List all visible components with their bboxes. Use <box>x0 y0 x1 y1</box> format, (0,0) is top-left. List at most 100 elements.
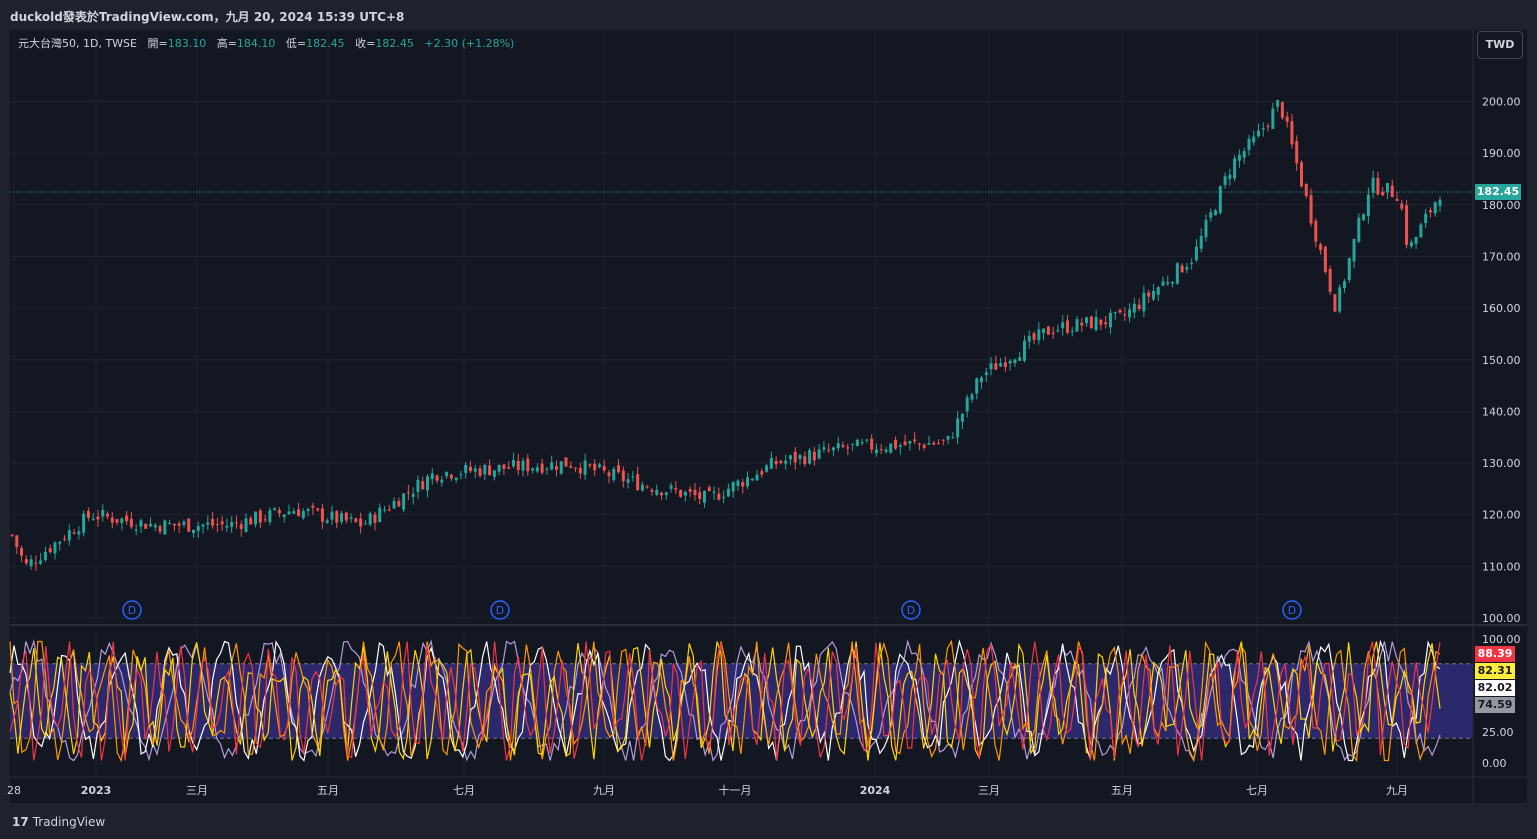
candle-body <box>554 466 558 470</box>
candle-body <box>683 491 687 496</box>
time-tick-label: 28 <box>7 784 21 797</box>
candle-body <box>349 517 353 519</box>
candle-body <box>793 451 797 463</box>
candle-body <box>769 458 773 469</box>
candle-body <box>1419 224 1423 238</box>
candle-body <box>1065 320 1069 333</box>
candle-body <box>965 397 969 412</box>
candle-body <box>1185 267 1189 270</box>
candle-body <box>134 529 138 531</box>
candle-body <box>574 467 578 469</box>
candle-body <box>827 449 831 451</box>
candle-body <box>1171 282 1175 284</box>
currency-button[interactable]: TWD <box>1477 31 1523 59</box>
candle-body <box>980 377 984 383</box>
candle-body <box>1180 265 1184 273</box>
candle-body <box>1161 281 1165 286</box>
candle-body <box>106 513 110 517</box>
candle-body <box>989 363 993 370</box>
candle-body <box>1342 281 1346 288</box>
candle-body <box>870 438 874 450</box>
candle-body <box>34 562 38 564</box>
candle-body <box>488 465 492 476</box>
candle-body <box>1080 322 1084 326</box>
candle-body <box>273 508 277 510</box>
candle-body <box>1276 100 1280 107</box>
candle-body <box>254 511 258 525</box>
candle-body <box>946 435 950 440</box>
candle-body <box>10 534 14 536</box>
candle-body <box>459 474 463 476</box>
candle-body <box>908 441 912 444</box>
candle-body <box>1242 151 1246 158</box>
open-label: 開= <box>147 37 168 50</box>
candle-body <box>478 468 482 476</box>
candle-body <box>1037 329 1041 341</box>
oscillator-line-yellow <box>9 641 1441 761</box>
candle-body <box>1409 242 1413 247</box>
candle-body <box>1257 130 1261 137</box>
candle-body <box>497 464 501 472</box>
candle-body <box>306 509 310 512</box>
candle-body <box>168 523 172 525</box>
time-tick-label: 五月 <box>1111 784 1133 797</box>
candle-body <box>535 467 539 472</box>
candle-body <box>860 442 864 444</box>
tradingview-logo[interactable]: 17 TradingView <box>12 815 105 829</box>
candle-body <box>1032 333 1036 340</box>
candle-body <box>1194 246 1198 261</box>
candle-body <box>1366 194 1370 217</box>
candle-body <box>63 538 67 540</box>
candle-body <box>808 450 812 464</box>
candle-body <box>454 477 458 480</box>
candle-body <box>325 520 329 523</box>
candle-body <box>1099 319 1103 325</box>
dividend-marker-label: D <box>128 604 136 617</box>
candle-body <box>1295 140 1299 164</box>
candle-body <box>750 478 754 481</box>
candle-body <box>774 461 778 465</box>
candle-body <box>316 508 320 511</box>
candle-body <box>559 461 563 474</box>
candle-body <box>1156 287 1160 295</box>
candle-body <box>1123 314 1127 316</box>
candle-body <box>153 525 157 528</box>
page-title: duckold發表於TradingView.com，九月 20, 2024 15… <box>10 10 405 24</box>
candle-body <box>120 518 124 524</box>
candle-body <box>1142 292 1146 312</box>
symbol-name: 元大台灣50, 1D, TWSE <box>18 37 137 50</box>
candle-body <box>82 513 86 533</box>
candle-body <box>1357 217 1361 242</box>
candle-body <box>1175 263 1179 284</box>
time-tick-label: 五月 <box>317 784 339 797</box>
candle-body <box>1056 330 1060 332</box>
candle-body <box>636 474 640 491</box>
symbol-legend: 元大台灣50, 1D, TWSE 開=183.10 高=184.10 低=182… <box>18 35 514 51</box>
candle-body <box>502 464 506 469</box>
candle-body <box>1046 326 1050 335</box>
candle-body <box>421 481 425 490</box>
time-tick-label: 七月 <box>453 784 475 797</box>
price-tick-label: 160.00 <box>1482 302 1521 315</box>
candle-body <box>932 442 936 445</box>
candle-body <box>664 492 668 496</box>
candle-body <box>879 449 883 451</box>
candle-body <box>1003 362 1007 367</box>
candle-body <box>516 460 520 470</box>
candle-body <box>1118 309 1122 313</box>
candle-body <box>1247 138 1251 151</box>
candle-body <box>1271 108 1275 129</box>
candle-body <box>526 458 530 472</box>
candle-body <box>693 489 697 496</box>
candle-body <box>1209 212 1213 218</box>
candle-body <box>20 547 24 556</box>
candle-body <box>163 520 167 535</box>
candle-body <box>941 439 945 441</box>
candle-body <box>1390 185 1394 197</box>
candle-body <box>717 493 721 500</box>
price-tick-label: 150.00 <box>1482 354 1521 367</box>
candle-body <box>330 511 334 520</box>
candle-body <box>1352 239 1356 262</box>
candle-body <box>301 510 305 518</box>
